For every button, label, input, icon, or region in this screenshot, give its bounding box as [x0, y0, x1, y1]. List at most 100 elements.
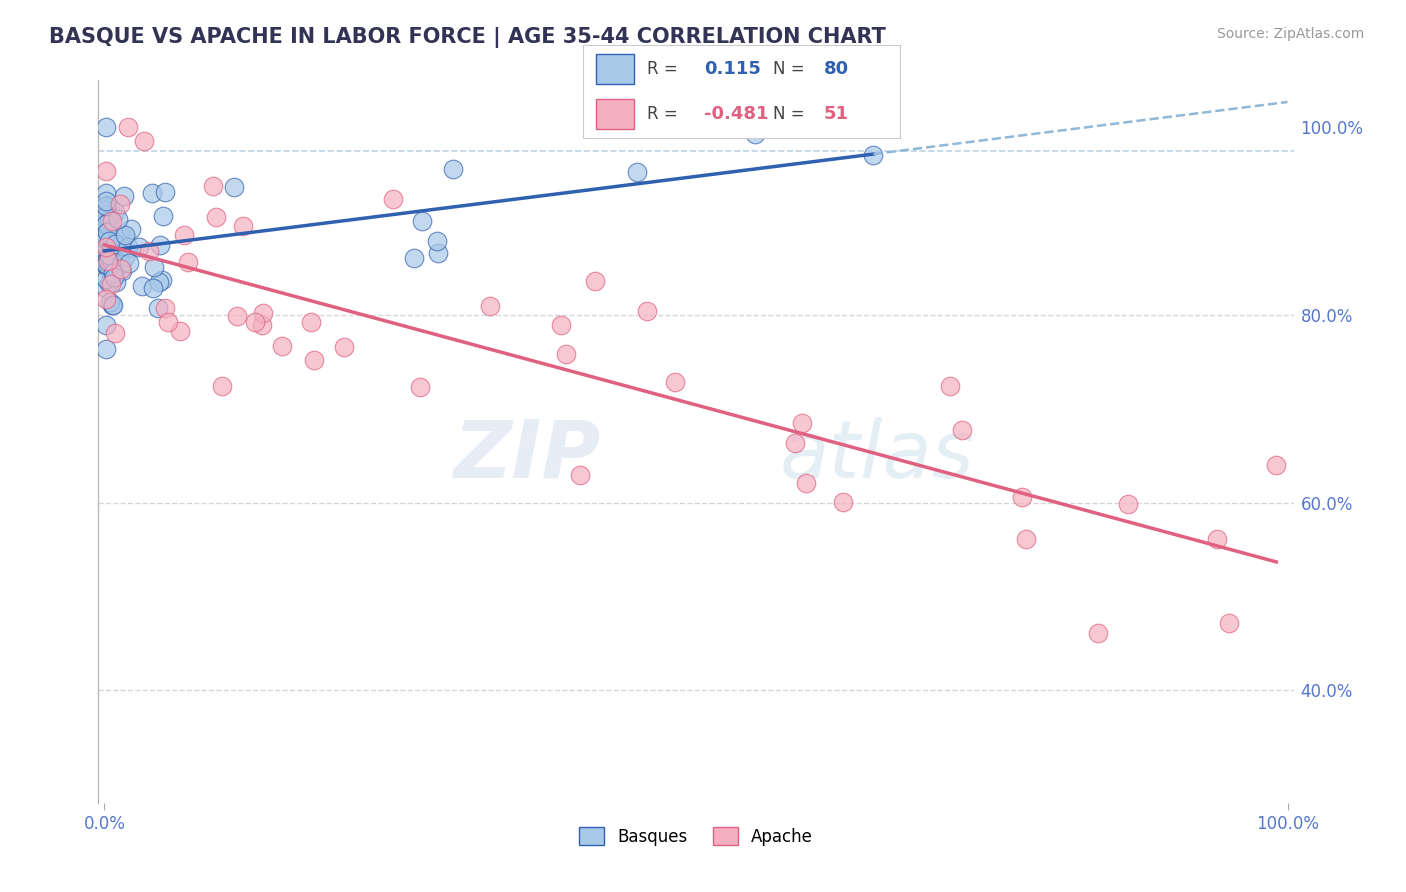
Point — [271, 339, 294, 353]
Point — [94, 239, 117, 253]
Point — [550, 318, 572, 333]
Point — [97, 252, 120, 267]
Point — [94, 232, 117, 246]
Point — [104, 237, 127, 252]
Point — [111, 264, 134, 278]
Point — [831, 495, 853, 509]
Point — [173, 227, 195, 242]
Point — [94, 198, 117, 212]
Point — [569, 468, 592, 483]
Point — [404, 251, 426, 265]
Point — [177, 255, 200, 269]
Point — [97, 214, 120, 228]
Point — [117, 240, 139, 254]
Point — [1116, 497, 1139, 511]
Point — [96, 250, 118, 264]
Point — [426, 245, 449, 260]
Point — [98, 223, 121, 237]
Point — [1087, 625, 1109, 640]
Point — [105, 275, 128, 289]
Point — [862, 148, 884, 162]
Point — [205, 211, 228, 225]
Point — [409, 380, 432, 394]
Point — [94, 292, 117, 306]
Point — [796, 476, 818, 491]
Point — [101, 298, 124, 312]
Point — [152, 209, 174, 223]
Point — [97, 257, 120, 271]
Point — [143, 260, 166, 274]
Point — [783, 435, 806, 450]
Point — [96, 253, 118, 268]
Point — [636, 304, 658, 318]
Point — [94, 318, 117, 332]
Point — [96, 225, 118, 239]
Point — [142, 281, 165, 295]
Point — [98, 234, 121, 248]
Text: ZIP: ZIP — [453, 417, 600, 495]
Point — [150, 273, 173, 287]
Point — [1015, 532, 1038, 546]
Point — [97, 248, 120, 262]
Point — [132, 134, 155, 148]
Point — [107, 212, 129, 227]
Bar — [596, 54, 634, 84]
Point — [94, 257, 117, 271]
Point — [94, 163, 117, 178]
Point — [299, 315, 322, 329]
Point — [96, 244, 118, 259]
Point — [554, 347, 576, 361]
Point — [98, 250, 121, 264]
Point — [950, 423, 973, 437]
Point — [107, 228, 129, 243]
Point — [100, 230, 122, 244]
Point — [1265, 458, 1288, 472]
Point — [792, 416, 814, 430]
Point — [583, 275, 606, 289]
Point — [104, 326, 127, 340]
Point — [98, 201, 121, 215]
Point — [100, 277, 122, 292]
Point — [120, 222, 142, 236]
Point — [128, 240, 150, 254]
Point — [94, 194, 117, 209]
Point — [114, 250, 136, 264]
Point — [211, 379, 233, 393]
Text: N =: N = — [773, 105, 810, 123]
Point — [110, 257, 132, 271]
Point — [94, 229, 117, 244]
Point — [332, 340, 354, 354]
Point — [664, 375, 686, 389]
Point — [101, 214, 124, 228]
Point — [155, 301, 177, 316]
Point — [304, 353, 326, 368]
Point — [148, 275, 170, 289]
Point — [94, 249, 117, 263]
Point — [94, 217, 117, 231]
Point — [411, 214, 433, 228]
Point — [97, 277, 120, 291]
Point — [94, 202, 117, 217]
Point — [112, 189, 135, 203]
Point — [146, 301, 169, 315]
Text: 0.115: 0.115 — [704, 60, 761, 78]
Point — [94, 199, 117, 213]
Point — [222, 180, 245, 194]
Text: 51: 51 — [824, 105, 849, 123]
Point — [141, 186, 163, 200]
Point — [94, 186, 117, 200]
Point — [118, 256, 141, 270]
Point — [114, 227, 136, 242]
Point — [243, 315, 266, 329]
Point — [94, 281, 117, 295]
Text: N =: N = — [773, 60, 810, 78]
Point — [103, 297, 125, 311]
Point — [155, 185, 177, 199]
Point — [1205, 532, 1227, 546]
Point — [114, 244, 136, 258]
Point — [101, 266, 124, 280]
Point — [250, 318, 273, 333]
Point — [117, 120, 139, 135]
Point — [103, 270, 125, 285]
Point — [149, 238, 172, 252]
